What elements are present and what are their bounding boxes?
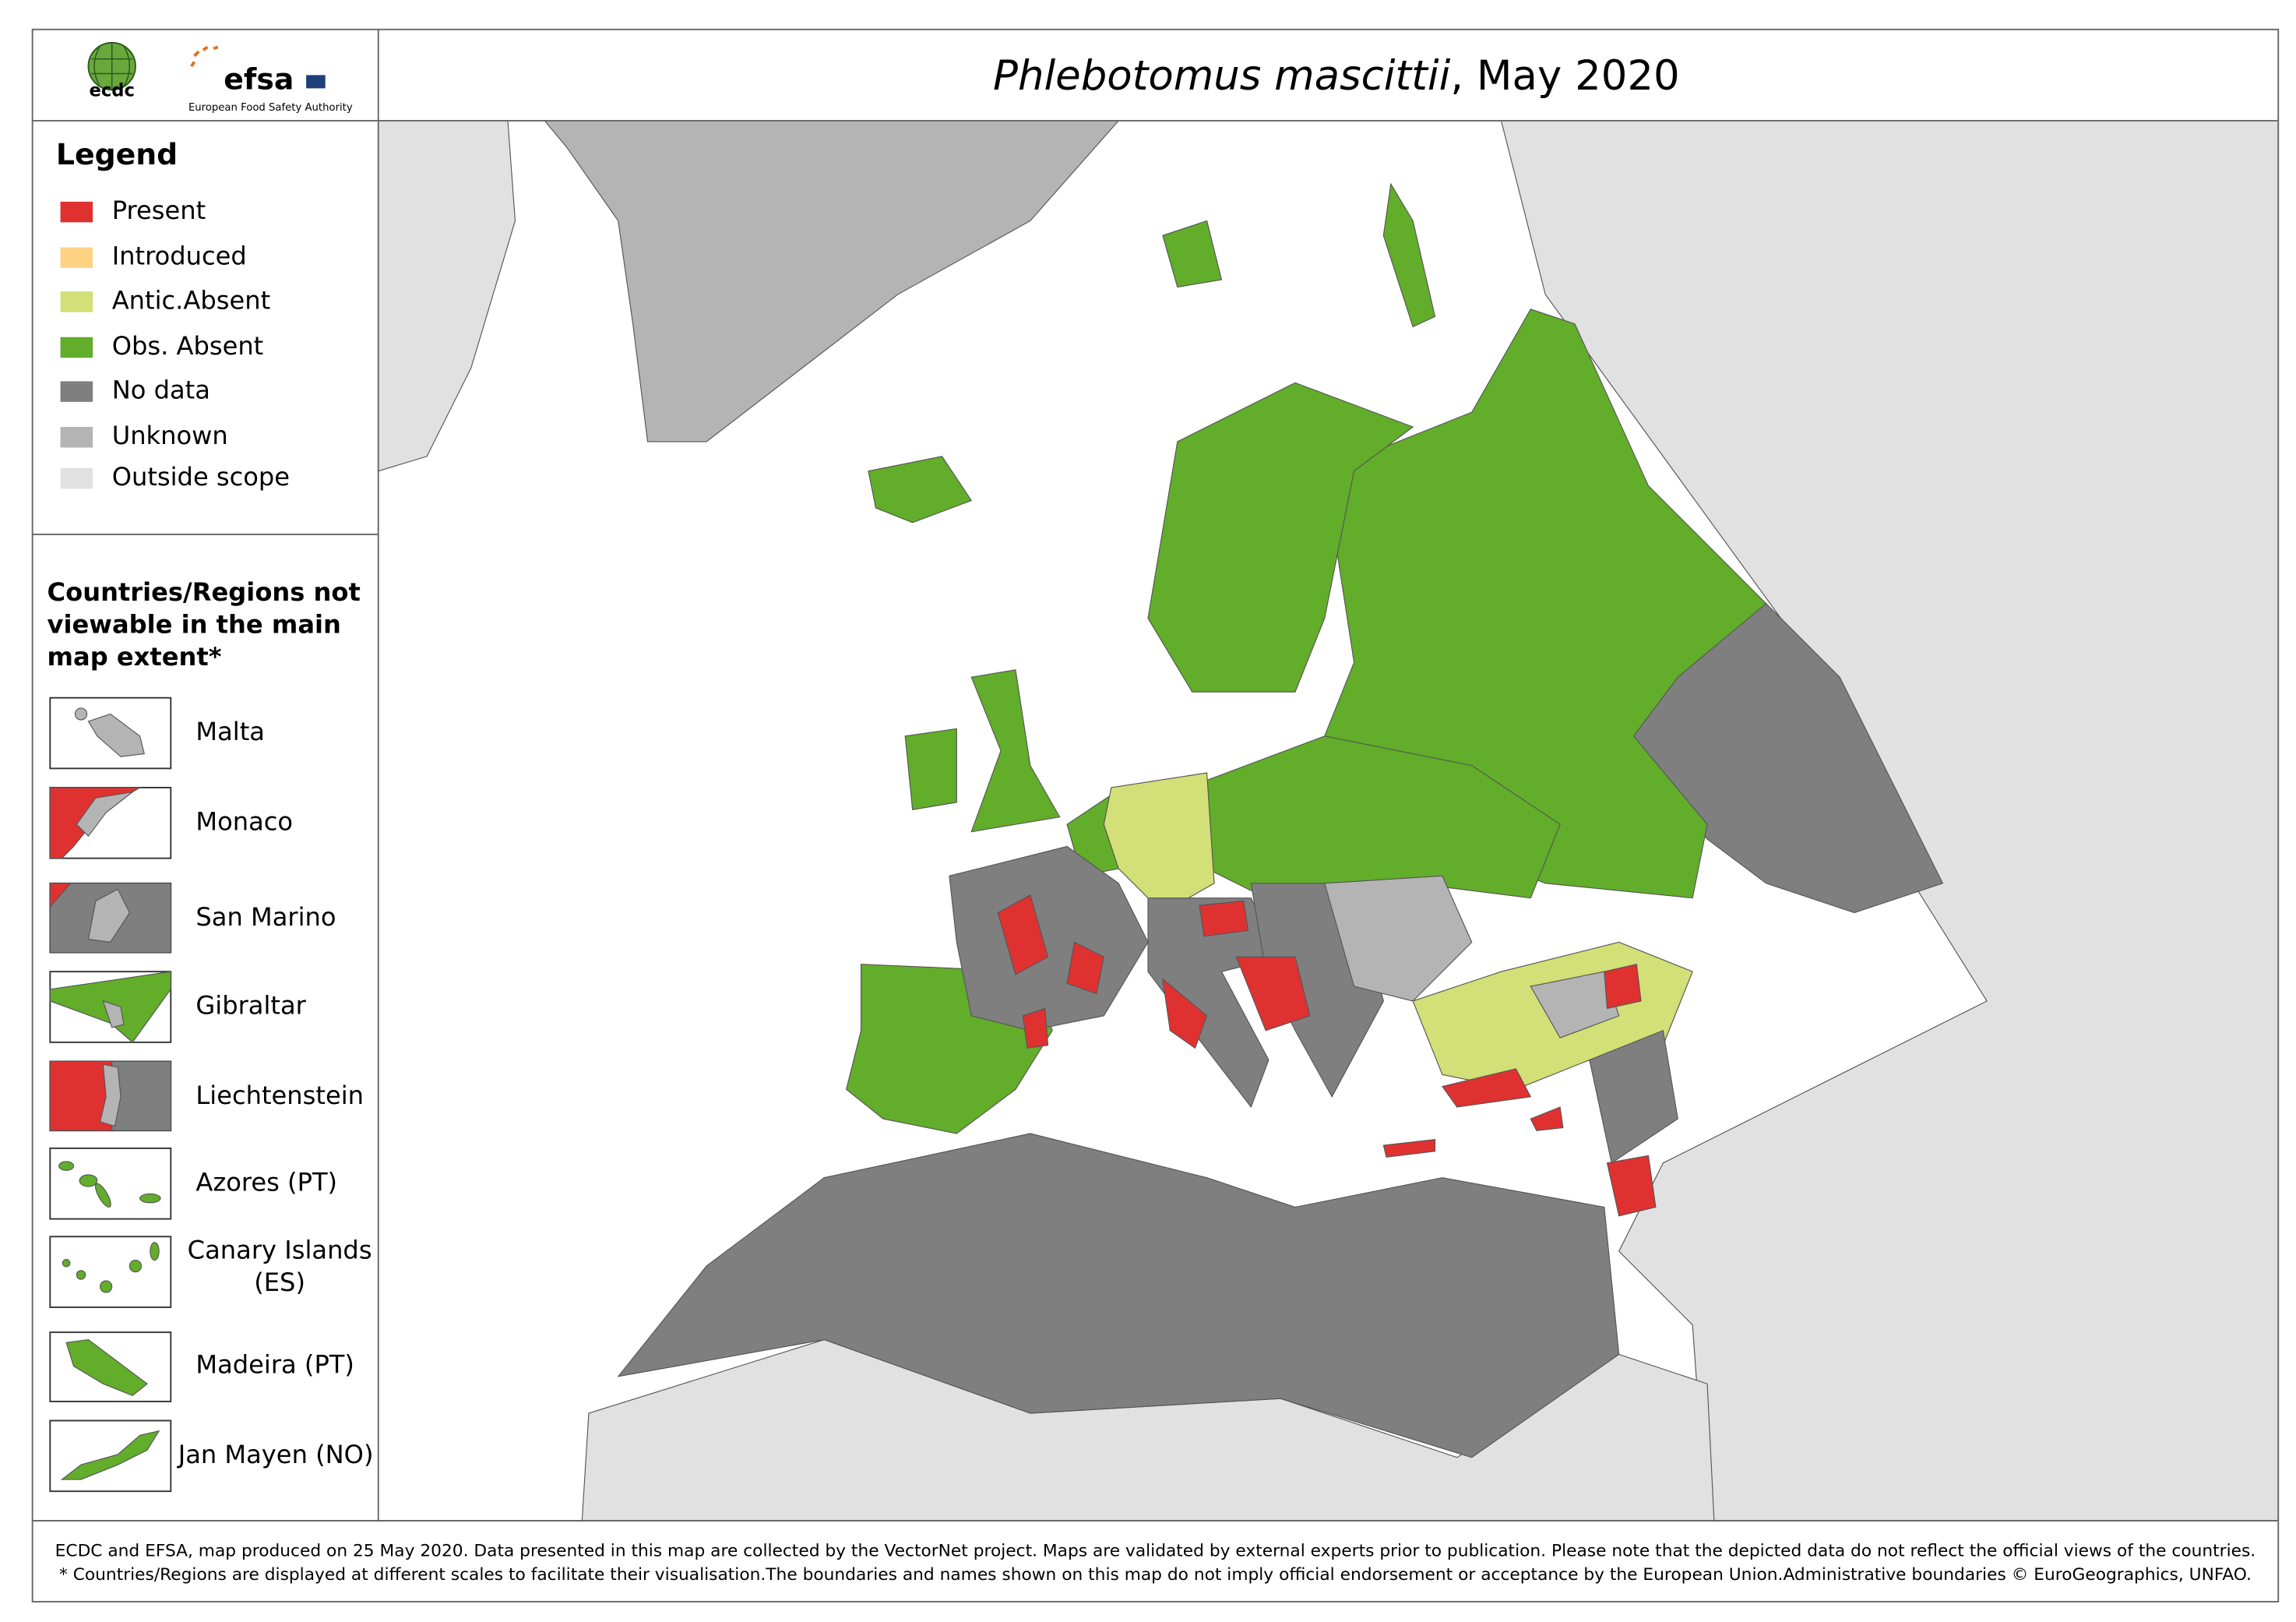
present-italy (1162, 978, 1208, 1049)
san-marino-shape (87, 888, 131, 943)
present-italy-north (1199, 900, 1249, 937)
iceland (868, 456, 973, 524)
inset-label: Malta (195, 717, 265, 746)
inset-label: Jan Mayen (NO) (177, 1440, 374, 1469)
madeira-shape (65, 1338, 148, 1397)
outer-frame (31, 28, 2280, 1603)
legend-swatch (60, 291, 93, 312)
inset-label: Azores (PT) (195, 1167, 337, 1197)
insets-title-box: Countries/Regions not viewable in the ma… (47, 578, 361, 673)
inset-label-box: Canary Islands (ES) (187, 1236, 372, 1299)
present-balkans (1235, 956, 1311, 1031)
jan-mayen-shape (60, 1430, 160, 1480)
legend-swatch (60, 467, 93, 489)
canary-island-3 (100, 1280, 113, 1293)
gibraltar-inset (49, 971, 172, 1043)
inset-label: Monaco (195, 806, 293, 836)
inset-label: Gibraltar (195, 991, 306, 1021)
canary-island-5 (150, 1242, 160, 1261)
north-africa (617, 1133, 1620, 1458)
legend-swatch (60, 337, 93, 358)
legend-swatch (60, 201, 93, 223)
map-title: Phlebotomus mascittii, May 2020 (993, 52, 1680, 100)
malta-inset (49, 696, 172, 770)
azores-island-4 (139, 1193, 161, 1204)
great-britain (970, 669, 1061, 833)
insets (49, 696, 172, 1493)
ireland (904, 728, 957, 810)
legend-label: Unknown (112, 421, 228, 450)
footer-line: * Countries/Regions are displayed at dif… (59, 1565, 2252, 1585)
jan-mayen-inset (49, 1419, 172, 1493)
legend-swatch (60, 426, 93, 448)
france-around-monaco (49, 787, 142, 859)
gibraltar-shape (102, 1000, 125, 1028)
footer-line: ECDC and EFSA, map produced on 25 May 20… (55, 1542, 2256, 1561)
legend-label: Present (112, 196, 206, 225)
efsa-logo-text: efsa (224, 62, 294, 96)
liechtenstein-shape (99, 1063, 121, 1127)
liechtenstein-inset (49, 1060, 172, 1132)
present-cyprus (1530, 1106, 1564, 1131)
legend-items: Present Introduced Antic.Absent Obs. Absent… (60, 196, 290, 492)
legend-swatch (60, 381, 93, 402)
present-israel (1606, 1155, 1657, 1217)
inset-label: Liechtenstein (195, 1081, 364, 1110)
present-crete (1382, 1138, 1436, 1158)
greenland (544, 120, 1119, 443)
ecdc-logo-text: ecdc (89, 81, 134, 101)
present-corner (49, 883, 72, 908)
legend-title: Legend (56, 137, 178, 171)
monaco-inset (49, 787, 172, 859)
outside-scope-northwest (378, 120, 516, 472)
azores-island-3 (94, 1183, 111, 1208)
azores-inset (49, 1147, 172, 1220)
inset-labels: Malta Monaco San Marino Gibraltar Liechtenst… (177, 717, 374, 1469)
gozo-shape (74, 707, 88, 721)
legend-label: Introduced (112, 242, 247, 271)
legend-swatch (60, 247, 93, 268)
malta-shape (87, 713, 145, 757)
present-turkey-east (1604, 964, 1642, 1010)
san-marino-inset (49, 882, 172, 954)
inset-label: Madeira (PT) (195, 1350, 354, 1380)
canary-island-4 (129, 1259, 143, 1273)
insets-title: Countries/Regions not viewable in the ma… (47, 578, 361, 673)
central-east-europe (1206, 735, 1561, 899)
present-france (997, 894, 1049, 975)
inset-label: San Marino (195, 902, 336, 932)
ecdc-logo: ecdc (87, 41, 136, 101)
canary-island-2 (76, 1270, 86, 1280)
present-spain (1022, 1007, 1049, 1049)
legend-label: Antic.Absent (112, 285, 270, 315)
legend-label: Outside scope (112, 462, 290, 492)
azores-island-1 (58, 1161, 75, 1171)
svalbard (1162, 220, 1223, 288)
scandinavia (1147, 382, 1414, 693)
title-date: , May 2020 (1450, 52, 1679, 100)
monaco-shape (76, 792, 133, 837)
romania (1324, 875, 1473, 1002)
canary-island-1 (62, 1259, 71, 1268)
map (378, 120, 2279, 1521)
levant (1589, 1029, 1678, 1164)
inset-label: Canary Islands (ES) (187, 1236, 372, 1299)
legend-label: Obs. Absent (112, 331, 264, 361)
title-species: Phlebotomus mascittii (993, 52, 1451, 100)
present-france-south (1066, 941, 1104, 995)
azores-island-2 (79, 1174, 98, 1187)
legend-label: No data (112, 376, 210, 405)
present-turkey (1441, 1068, 1532, 1108)
efsa-logo: efsa European Food Safety Authority (188, 45, 353, 114)
turkey-unknown (1530, 971, 1620, 1038)
madeira-inset (49, 1331, 172, 1402)
canary-inset (49, 1236, 172, 1308)
outside-scope-africa (581, 1338, 1715, 1521)
efsa-logo-subtitle: European Food Safety Authority (188, 102, 353, 114)
novaya-zemlya (1382, 182, 1436, 328)
